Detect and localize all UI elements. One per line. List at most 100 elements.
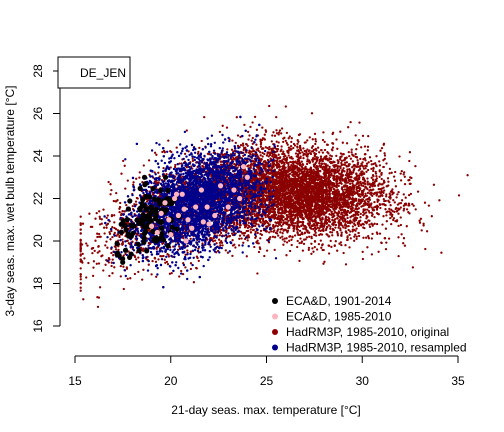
scatter-point [387,180,390,183]
scatter-point [170,271,173,275]
scatter-point [272,226,275,230]
scatter-point [88,212,91,215]
scatter-point [408,151,412,154]
scatter-point [197,259,200,263]
scatter-point [110,188,113,192]
scatter-point [150,273,153,276]
scatter-point [268,231,271,234]
scatter-point [271,134,274,137]
scatter-point [116,232,120,236]
scatter-point [318,162,321,165]
scatter-point [240,237,243,240]
scatter-point [347,228,350,232]
scatter-point [247,229,250,233]
scatter-point [163,258,166,261]
scatter-point [111,235,114,239]
scatter-point [287,188,290,192]
scatter-point [266,158,270,162]
scatter-point [79,254,82,257]
scatter-point [408,182,411,186]
scatter-point [382,215,385,218]
scatter-point [328,218,331,221]
scatter-point [239,143,243,147]
scatter-point [398,155,401,158]
scatter-point [409,192,413,196]
x-tick-label: 25 [260,374,274,388]
scatter-point [393,210,396,213]
scatter-point [119,275,122,278]
scatter-point [173,165,177,169]
scatter-point [390,208,393,211]
scatter-point [129,277,132,280]
scatter-point [284,218,287,221]
scatter-point [363,188,366,191]
scatter-point [200,139,203,143]
scatter-point [261,155,264,158]
scatter-point [333,160,336,164]
scatter-point [131,204,134,208]
scatter-point [326,233,329,236]
scatter-point [252,149,255,152]
scatter-point [134,258,138,261]
scatter-point [284,105,287,108]
scatter-point [92,266,95,269]
scatter-point [296,160,300,163]
scatter-point [228,234,232,238]
scatter-point [340,159,344,162]
scatter-point [325,166,328,169]
scatter-point [133,272,137,276]
scatter-point [384,227,388,230]
scatter-point [276,217,279,221]
scatter-point [89,225,93,229]
scatter-point [399,216,402,219]
scatter-point [348,154,351,158]
scatter-point [260,138,264,142]
scatter-point [286,229,290,233]
scatter-point [184,266,187,269]
scatter-point [399,206,402,209]
scatter-point [114,200,117,203]
scatter-point [310,224,313,227]
scatter-point [234,246,237,249]
scatter-point [368,219,371,222]
scatter-point [254,236,257,240]
scatter-point [382,143,385,146]
scatter-point [243,231,247,235]
scatter-point [285,131,289,135]
scatter-point [285,241,289,244]
scatter-point [320,148,323,152]
scatter-point [221,153,224,156]
scatter-point [111,226,114,229]
scatter-point [138,171,141,174]
scatter-point [230,148,234,151]
scatter-point [408,159,411,163]
scatter-point [280,132,283,135]
scatter-point [331,234,334,237]
scatter-point [339,130,342,133]
scatter-point [79,267,82,270]
scatter-point [405,208,409,211]
scatter-point [106,222,110,225]
scatter-point [280,127,284,130]
scatter-point [224,249,227,252]
scatter-point [142,164,145,167]
scatter-point [304,226,307,229]
scatter-point [292,221,295,225]
scatter-point [312,168,315,172]
scatter-point [281,167,284,171]
scatter-point [288,235,291,238]
scatter-point [251,121,254,124]
scatter-point [357,234,361,238]
scatter-point [362,236,365,239]
scatter-point [411,202,414,206]
scatter-point [259,143,263,146]
scatter-point [313,152,316,155]
scatter-point [79,278,82,281]
scatter-point [79,286,82,289]
scatter-point [258,246,261,249]
scatter-point [361,134,365,138]
scatter-point [316,226,319,229]
scatter-point [285,254,288,257]
scatter-point [438,199,441,202]
scatter-point [341,141,344,144]
